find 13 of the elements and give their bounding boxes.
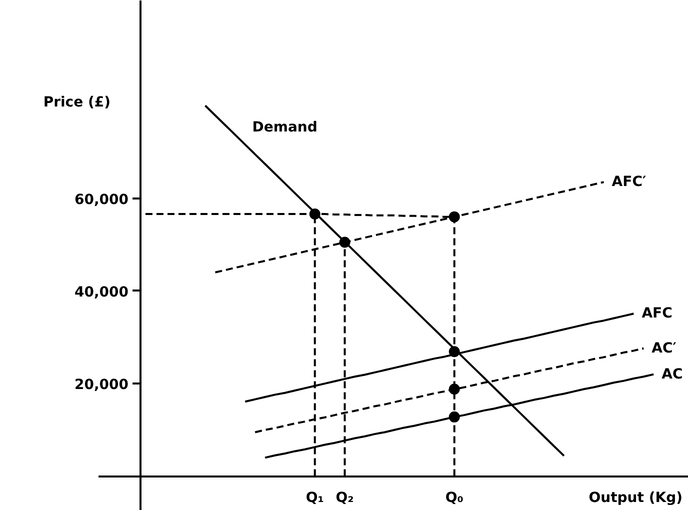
x-tick-label: Q₀ bbox=[445, 490, 464, 506]
series-label: AC bbox=[662, 366, 683, 382]
y-tick-label: 20,000 bbox=[74, 377, 129, 394]
x-tick-label: Q₁ bbox=[306, 490, 324, 506]
series-label: Demand bbox=[252, 120, 318, 136]
series-label: AC′ bbox=[652, 340, 677, 356]
y-tick-label: 40,000 bbox=[74, 284, 129, 300]
y-tick-label: 60,000 bbox=[74, 192, 129, 208]
series-label: AFC′ bbox=[612, 174, 646, 190]
x-tick-label: Q₂ bbox=[336, 490, 354, 506]
series-label: AFC bbox=[642, 306, 672, 322]
x-axis-title: Output (Kg) bbox=[588, 490, 683, 506]
y-axis-title: Price (£) bbox=[43, 94, 110, 110]
